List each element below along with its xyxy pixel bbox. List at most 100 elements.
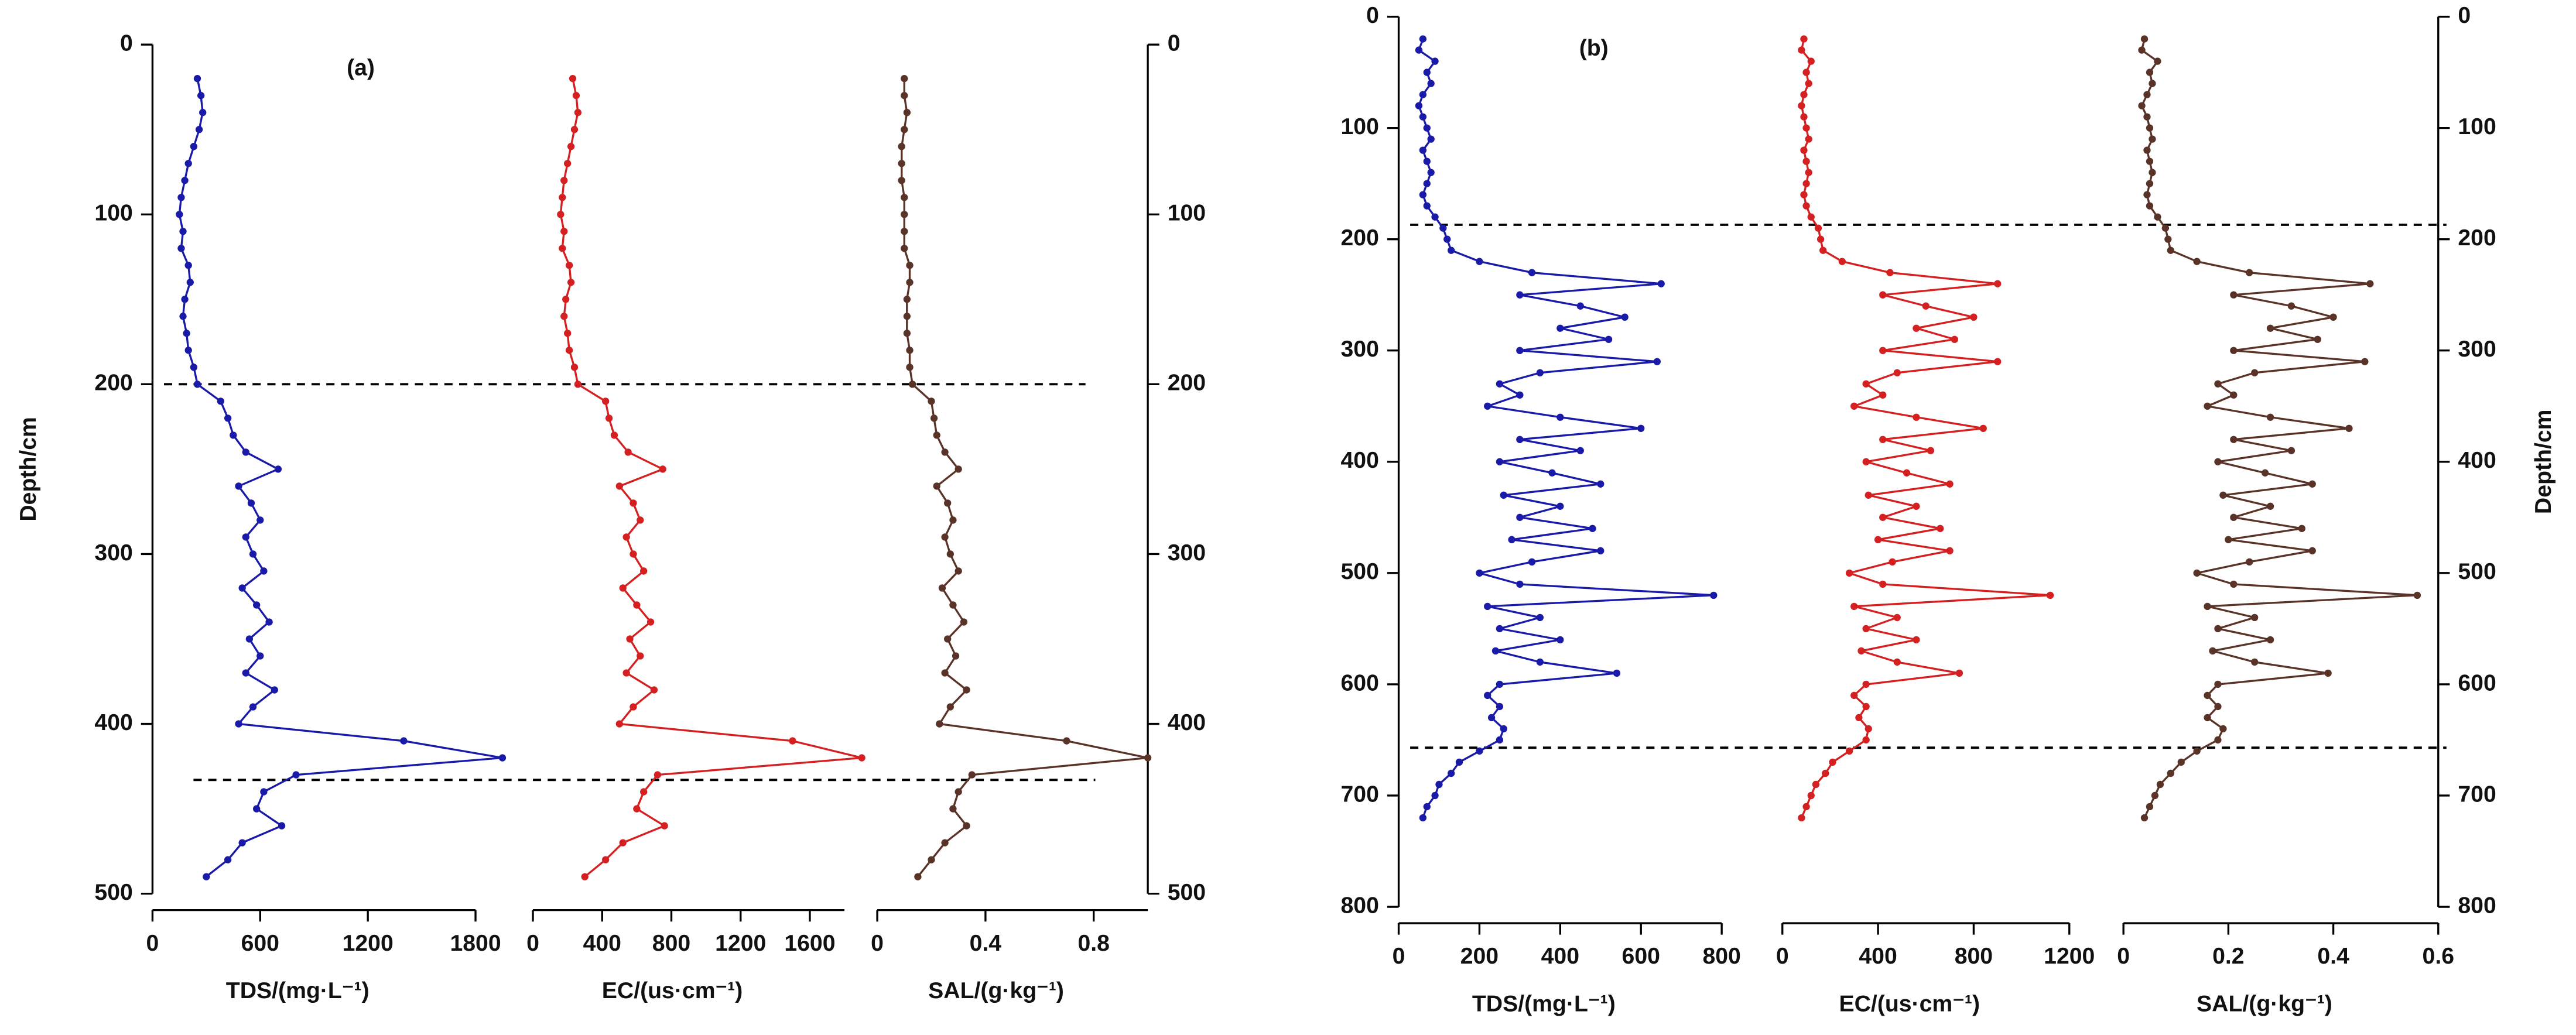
data-point (952, 652, 960, 660)
data-point (1637, 424, 1645, 432)
data-point (630, 550, 637, 558)
data-point (565, 262, 573, 269)
data-point (1951, 335, 1958, 343)
data-point (622, 669, 630, 677)
data-point (292, 771, 300, 779)
data-point (1419, 146, 1427, 154)
data-point (1937, 525, 1944, 532)
data-point (1516, 291, 1524, 299)
data-point (1802, 68, 1810, 76)
data-point (1816, 235, 1825, 243)
data-point (1862, 680, 1870, 688)
data-point (581, 873, 589, 880)
data-point (2230, 580, 2238, 588)
x-tick-label: 800 (1955, 944, 1993, 969)
data-point (2219, 725, 2227, 733)
data-point (235, 482, 242, 490)
data-point (2204, 402, 2211, 410)
data-point (659, 465, 666, 473)
data-point (2204, 691, 2211, 700)
data-point (1927, 447, 1935, 454)
data-point (1802, 202, 1810, 210)
data-point (1621, 313, 1629, 321)
x-tick-label: 0 (1776, 944, 1789, 969)
data-point (898, 160, 905, 167)
data-point (195, 126, 203, 133)
data-point (560, 177, 568, 184)
data-point (2204, 602, 2211, 611)
data-point (2143, 191, 2151, 198)
data-point (1862, 702, 1870, 711)
data-point (1807, 57, 1815, 65)
y-tick-label: 600 (1341, 670, 1379, 695)
data-point (1423, 180, 1431, 187)
data-point (1419, 191, 1427, 198)
data-point (230, 431, 237, 439)
data-point (2149, 169, 2156, 176)
y-axis-label: Depth/cm (2531, 410, 2556, 515)
x-tick-label: 0 (526, 931, 539, 956)
data-point (955, 567, 962, 575)
data-point (605, 414, 613, 422)
data-point (1807, 791, 1815, 800)
x-tick-label: 0.6 (2423, 944, 2454, 969)
data-point (1447, 769, 1455, 777)
x-tick-label: 0.4 (2317, 944, 2349, 969)
data-point (633, 805, 641, 813)
y2-tick-label: 400 (2458, 448, 2496, 473)
data-point (938, 584, 946, 592)
y2-tick-label: 300 (1168, 540, 1206, 566)
data-point (1476, 569, 1483, 577)
data-point (1913, 502, 1920, 510)
y2-tick-label: 100 (2458, 114, 2496, 139)
data-point (2164, 235, 2172, 243)
data-point (1710, 591, 1718, 599)
y-tick-label: 300 (1341, 337, 1379, 362)
data-point (567, 143, 575, 150)
data-point (199, 109, 207, 116)
data-point (903, 109, 911, 116)
data-point (2146, 124, 2154, 132)
data-point (602, 397, 610, 405)
data-point (1955, 669, 1963, 677)
data-point (274, 465, 282, 473)
data-point (271, 686, 278, 694)
y-axis-label: Depth/cm (16, 417, 41, 522)
data-point (2219, 491, 2227, 499)
data-point (1536, 658, 1544, 666)
data-point (2209, 647, 2216, 655)
data-point (2230, 513, 2238, 521)
data-point (2366, 280, 2374, 287)
data-point (193, 75, 201, 83)
x-tick-label: 1800 (450, 931, 501, 956)
data-point (1476, 747, 1483, 755)
data-point (903, 330, 911, 337)
data-point (619, 839, 627, 846)
data-point (2261, 469, 2269, 477)
data-point (1798, 814, 1805, 822)
data-point (1879, 291, 1887, 299)
data-point (498, 754, 507, 762)
data-point (906, 262, 914, 269)
data-point (946, 703, 954, 711)
data-point (1063, 737, 1070, 745)
data-point (1879, 391, 1887, 399)
data-point (933, 482, 940, 490)
data-point (906, 364, 914, 371)
data-point (1805, 80, 1812, 87)
data-point (1427, 80, 1435, 87)
data-point (1491, 647, 1500, 655)
data-point (1423, 157, 1431, 165)
data-point (1913, 324, 1920, 332)
data-point (2140, 814, 2149, 822)
data-point (619, 584, 627, 592)
data-point (1415, 102, 1423, 109)
data-point (1589, 525, 1596, 532)
data-point (252, 601, 261, 609)
data-point (640, 788, 648, 796)
data-point (2146, 803, 2154, 811)
data-point (626, 635, 634, 643)
y-tick-label: 400 (94, 710, 132, 735)
data-point (190, 143, 198, 150)
